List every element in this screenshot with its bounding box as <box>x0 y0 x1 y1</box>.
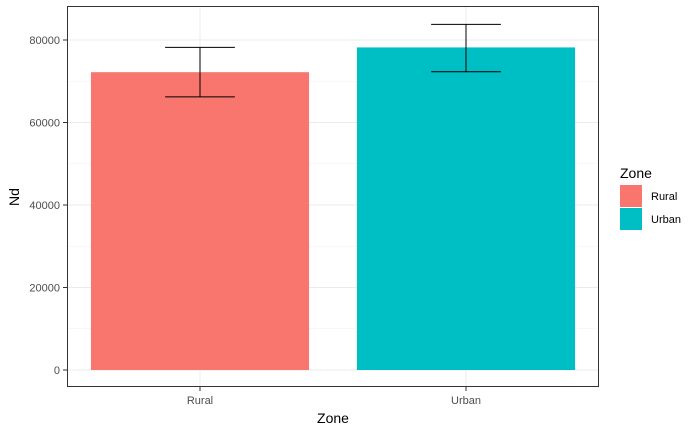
legend-swatch-urban <box>620 208 642 230</box>
legend-title: Zone <box>620 165 652 181</box>
x-axis-title: Zone <box>317 410 349 426</box>
y-tick-label: 20000 <box>29 283 60 295</box>
y-tick-label: 0 <box>54 365 60 377</box>
y-axis: 0 20000 40000 60000 80000 <box>29 35 67 377</box>
plot-panel <box>67 6 599 387</box>
y-tick-label: 40000 <box>29 200 60 212</box>
x-axis: Rural Urban <box>187 387 481 407</box>
panel-border <box>67 6 599 387</box>
legend-label-urban: Urban <box>651 214 681 226</box>
bar-rural <box>90 72 310 371</box>
legend-swatch-rural <box>620 185 642 207</box>
y-tick-label: 60000 <box>29 118 60 130</box>
bars <box>90 47 576 371</box>
legend-items: Rural Urban <box>620 185 681 230</box>
error-bars <box>165 23 501 98</box>
x-tick-label: Urban <box>451 395 481 407</box>
legend-label-rural: Rural <box>651 191 677 203</box>
legend: Zone Rural Urban <box>620 165 681 230</box>
bar-urban <box>356 47 576 371</box>
x-tick-label: Rural <box>187 395 213 407</box>
y-axis-title: Nd <box>6 188 22 206</box>
y-tick-label: 80000 <box>29 35 60 47</box>
